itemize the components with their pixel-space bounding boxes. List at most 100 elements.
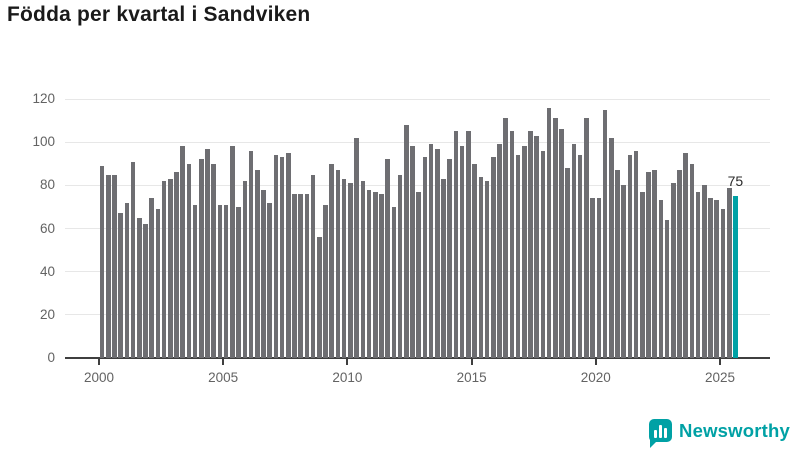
bar-2007-Q4[interactable] [292, 193, 297, 358]
bar-2015-Q1[interactable] [472, 163, 477, 358]
bar-2008-Q2[interactable] [304, 193, 310, 358]
bar-2021-Q4[interactable] [639, 191, 645, 358]
bar-2003-Q2[interactable] [180, 146, 186, 358]
bar-2023-Q4[interactable] [689, 163, 695, 358]
bar-2010-Q1[interactable] [348, 183, 353, 358]
bar-2001-Q3[interactable] [136, 217, 142, 358]
bar-2011-Q1[interactable] [372, 191, 378, 358]
bar-2004-Q1[interactable] [199, 159, 204, 358]
bar-2011-Q2[interactable] [379, 193, 384, 358]
bar-2025-Q1[interactable] [720, 209, 726, 358]
bar-2010-Q3[interactable] [360, 181, 366, 358]
bar-2013-Q1[interactable] [422, 157, 428, 358]
bar-2015-Q4[interactable] [490, 157, 496, 358]
bar-2009-Q4[interactable] [341, 178, 347, 358]
bar-2018-Q2[interactable] [553, 118, 558, 358]
bar-2024-Q3[interactable] [708, 198, 713, 358]
bar-2019-Q3[interactable] [584, 118, 589, 358]
bar-2016-Q3[interactable] [509, 131, 515, 358]
bar-2006-Q4[interactable] [267, 202, 272, 358]
bar-2024-Q1[interactable] [695, 191, 701, 358]
bar-2011-Q3[interactable] [385, 159, 390, 358]
bar-2009-Q2[interactable] [329, 163, 335, 358]
bar-2019-Q1[interactable] [571, 144, 577, 358]
bar-2002-Q2[interactable] [155, 209, 161, 358]
bar-2016-Q2[interactable] [503, 118, 508, 358]
bar-2024-Q4[interactable] [714, 200, 720, 358]
bar-2018-Q3[interactable] [559, 129, 564, 358]
bar-2021-Q2[interactable] [627, 155, 633, 358]
bar-2013-Q4[interactable] [441, 178, 446, 358]
bar-2010-Q2[interactable] [354, 137, 359, 358]
bar-2015-Q2[interactable] [478, 176, 484, 358]
bar-2013-Q3[interactable] [435, 148, 440, 358]
bar-2022-Q4[interactable] [664, 219, 670, 358]
bar-2023-Q2[interactable] [677, 170, 682, 358]
bar-2022-Q2[interactable] [652, 170, 657, 358]
bar-2007-Q3[interactable] [286, 152, 291, 358]
bar-2012-Q2[interactable] [403, 124, 409, 358]
bar-2009-Q1[interactable] [323, 204, 328, 358]
bar-2007-Q1[interactable] [273, 155, 279, 358]
bar-2003-Q1[interactable] [174, 172, 179, 358]
bar-2017-Q4[interactable] [540, 150, 546, 358]
bar-2014-Q1[interactable] [447, 159, 453, 358]
bar-2022-Q3[interactable] [658, 200, 664, 358]
bar-2000-Q2[interactable] [105, 174, 111, 358]
bar-2022-Q1[interactable] [646, 172, 651, 358]
bar-2021-Q1[interactable] [621, 185, 626, 358]
bar-2019-Q4[interactable] [590, 198, 595, 358]
bar-2004-Q2[interactable] [205, 148, 210, 358]
newsworthy-logo[interactable]: Newsworthy [649, 419, 790, 448]
bar-2001-Q4[interactable] [143, 224, 148, 358]
bar-2008-Q1[interactable] [298, 193, 303, 358]
bar-2017-Q1[interactable] [521, 146, 527, 358]
bar-2012-Q3[interactable] [410, 146, 415, 358]
bar-2020-Q3[interactable] [608, 137, 614, 358]
bar-2020-Q2[interactable] [602, 109, 608, 358]
bar-2000-Q1[interactable] [99, 165, 105, 358]
bar-2005-Q3[interactable] [236, 206, 241, 358]
bar-2001-Q1[interactable] [124, 202, 130, 358]
bar-2025-Q3-highlighted[interactable] [733, 196, 738, 358]
bar-2017-Q3[interactable] [534, 135, 539, 358]
bar-2024-Q2[interactable] [702, 185, 707, 358]
bar-2006-Q1[interactable] [248, 150, 254, 358]
bar-2001-Q2[interactable] [130, 161, 136, 358]
bar-2009-Q3[interactable] [335, 170, 341, 358]
bar-2008-Q3[interactable] [310, 174, 316, 358]
bar-2018-Q1[interactable] [546, 107, 552, 358]
bar-2000-Q4[interactable] [118, 213, 123, 358]
bar-2012-Q1[interactable] [397, 174, 403, 358]
bar-2003-Q4[interactable] [192, 204, 198, 358]
bar-2002-Q1[interactable] [149, 198, 154, 358]
bar-2023-Q3[interactable] [683, 152, 689, 358]
bar-2007-Q2[interactable] [279, 157, 285, 358]
bar-2005-Q1[interactable] [223, 204, 229, 358]
bar-2005-Q4[interactable] [242, 181, 248, 358]
bar-2016-Q1[interactable] [497, 144, 502, 358]
bar-2021-Q3[interactable] [633, 150, 639, 358]
bar-2020-Q4[interactable] [615, 170, 620, 358]
bar-2018-Q4[interactable] [565, 168, 571, 358]
bar-2014-Q2[interactable] [453, 131, 459, 358]
bar-2004-Q4[interactable] [217, 204, 223, 358]
bar-2003-Q3[interactable] [186, 163, 192, 358]
bar-2025-Q2[interactable] [726, 187, 732, 358]
bar-2006-Q3[interactable] [261, 189, 266, 358]
bar-2000-Q3[interactable] [112, 174, 117, 358]
bar-2014-Q3[interactable] [459, 146, 465, 358]
bar-2006-Q2[interactable] [254, 170, 260, 358]
bar-2002-Q4[interactable] [168, 178, 173, 358]
bar-2017-Q2[interactable] [528, 131, 533, 358]
bar-2013-Q2[interactable] [428, 144, 434, 358]
bar-2015-Q3[interactable] [484, 181, 490, 358]
bar-2005-Q2[interactable] [230, 146, 235, 358]
bar-2016-Q4[interactable] [515, 155, 521, 358]
bar-2020-Q1[interactable] [596, 198, 602, 358]
bar-2014-Q4[interactable] [466, 131, 471, 358]
bar-2004-Q3[interactable] [211, 163, 217, 358]
bar-2023-Q1[interactable] [671, 183, 676, 358]
bar-2012-Q4[interactable] [416, 191, 421, 358]
bar-2011-Q4[interactable] [391, 206, 397, 358]
